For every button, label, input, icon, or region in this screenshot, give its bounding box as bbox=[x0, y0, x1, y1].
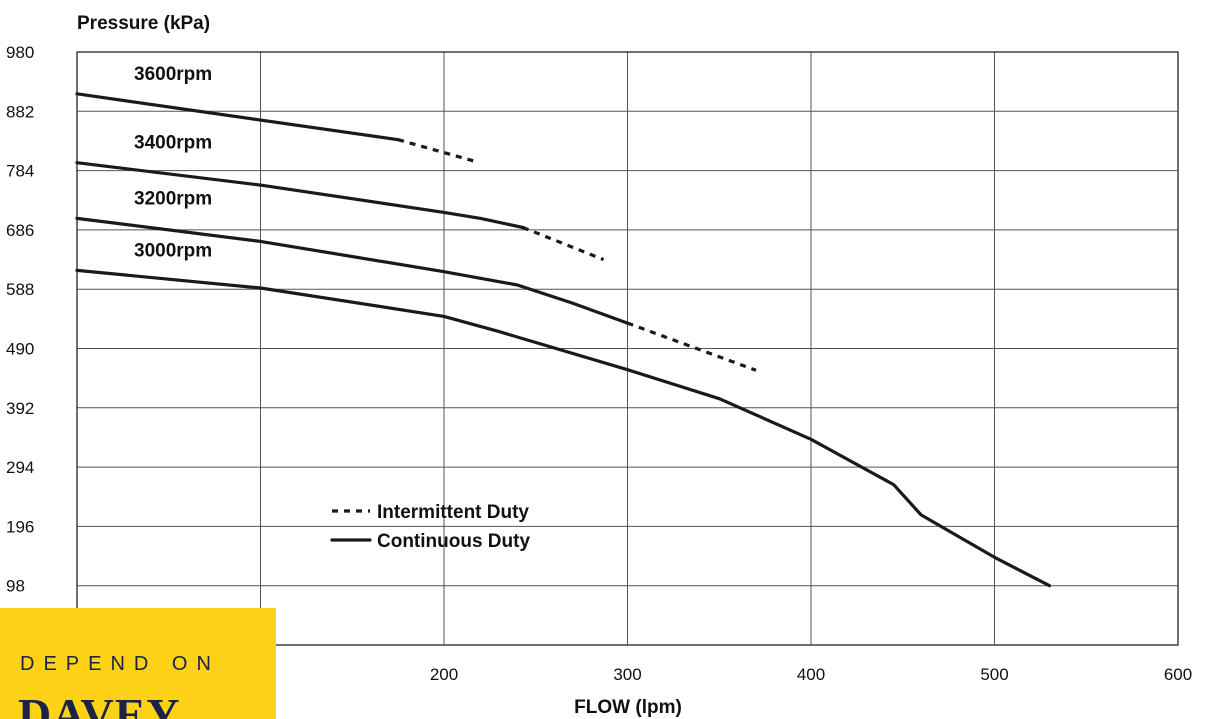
x-tick-label: 400 bbox=[797, 665, 825, 684]
x-tick-label: 500 bbox=[980, 665, 1008, 684]
legend: Intermittent Duty Continuous Duty bbox=[330, 502, 530, 552]
x-axis-title: FLOW (lpm) bbox=[574, 697, 682, 718]
y-tick-label: 980 bbox=[6, 43, 34, 62]
davey-logo: DEPEND ON DAVEY bbox=[0, 608, 276, 719]
logo-tagline: DEPEND ON bbox=[20, 653, 220, 675]
y-tick-label: 784 bbox=[6, 162, 34, 181]
y-tick-label: 882 bbox=[6, 102, 34, 121]
y-tick-label: 686 bbox=[6, 221, 34, 240]
series-label: 3200rpm bbox=[134, 188, 212, 209]
series-line-continuous bbox=[75, 216, 630, 325]
y-tick-labels: 98 196 294 392 490 588 686 784 882 980 bbox=[6, 43, 34, 596]
y-tick-label: 98 bbox=[6, 577, 25, 596]
series-label: 3600rpm bbox=[134, 64, 212, 85]
series-3200rpm: 3200rpm bbox=[75, 188, 757, 372]
x-tick-label: 300 bbox=[613, 665, 641, 684]
logo-wordmark: DAVEY bbox=[18, 689, 181, 719]
grid bbox=[77, 52, 1178, 645]
series-3600rpm: 3600rpm bbox=[75, 64, 474, 163]
y-tick-label: 588 bbox=[6, 280, 34, 299]
series-3000rpm: 3000rpm bbox=[75, 240, 1052, 588]
x-tick-labels: 200 300 400 500 600 bbox=[430, 665, 1192, 684]
x-tick-label: 600 bbox=[1164, 665, 1192, 684]
logo-background bbox=[0, 608, 276, 719]
series-line-intermittent bbox=[397, 138, 474, 163]
series-line-continuous bbox=[75, 268, 1052, 588]
series-line-continuous bbox=[75, 161, 525, 230]
y-tick-label: 392 bbox=[6, 399, 34, 418]
x-tick-label: 200 bbox=[430, 665, 458, 684]
plot-frame bbox=[76, 51, 1179, 646]
y-axis-title: Pressure (kPa) bbox=[77, 13, 210, 34]
series: 3600rpm 3400rpm 3200rpm 3000rpm bbox=[75, 64, 1052, 588]
series-label: 3000rpm bbox=[134, 240, 212, 261]
series-label: 3400rpm bbox=[134, 133, 212, 154]
y-tick-label: 490 bbox=[6, 340, 34, 359]
y-tick-label: 196 bbox=[6, 517, 34, 536]
legend-intermittent-label: Intermittent Duty bbox=[377, 502, 529, 523]
legend-continuous-label: Continuous Duty bbox=[377, 531, 530, 552]
series-3400rpm: 3400rpm bbox=[75, 133, 605, 262]
series-line-intermittent bbox=[522, 226, 605, 262]
y-tick-label: 294 bbox=[6, 458, 34, 477]
series-line-intermittent bbox=[626, 321, 757, 372]
series-line-continuous bbox=[75, 92, 400, 142]
